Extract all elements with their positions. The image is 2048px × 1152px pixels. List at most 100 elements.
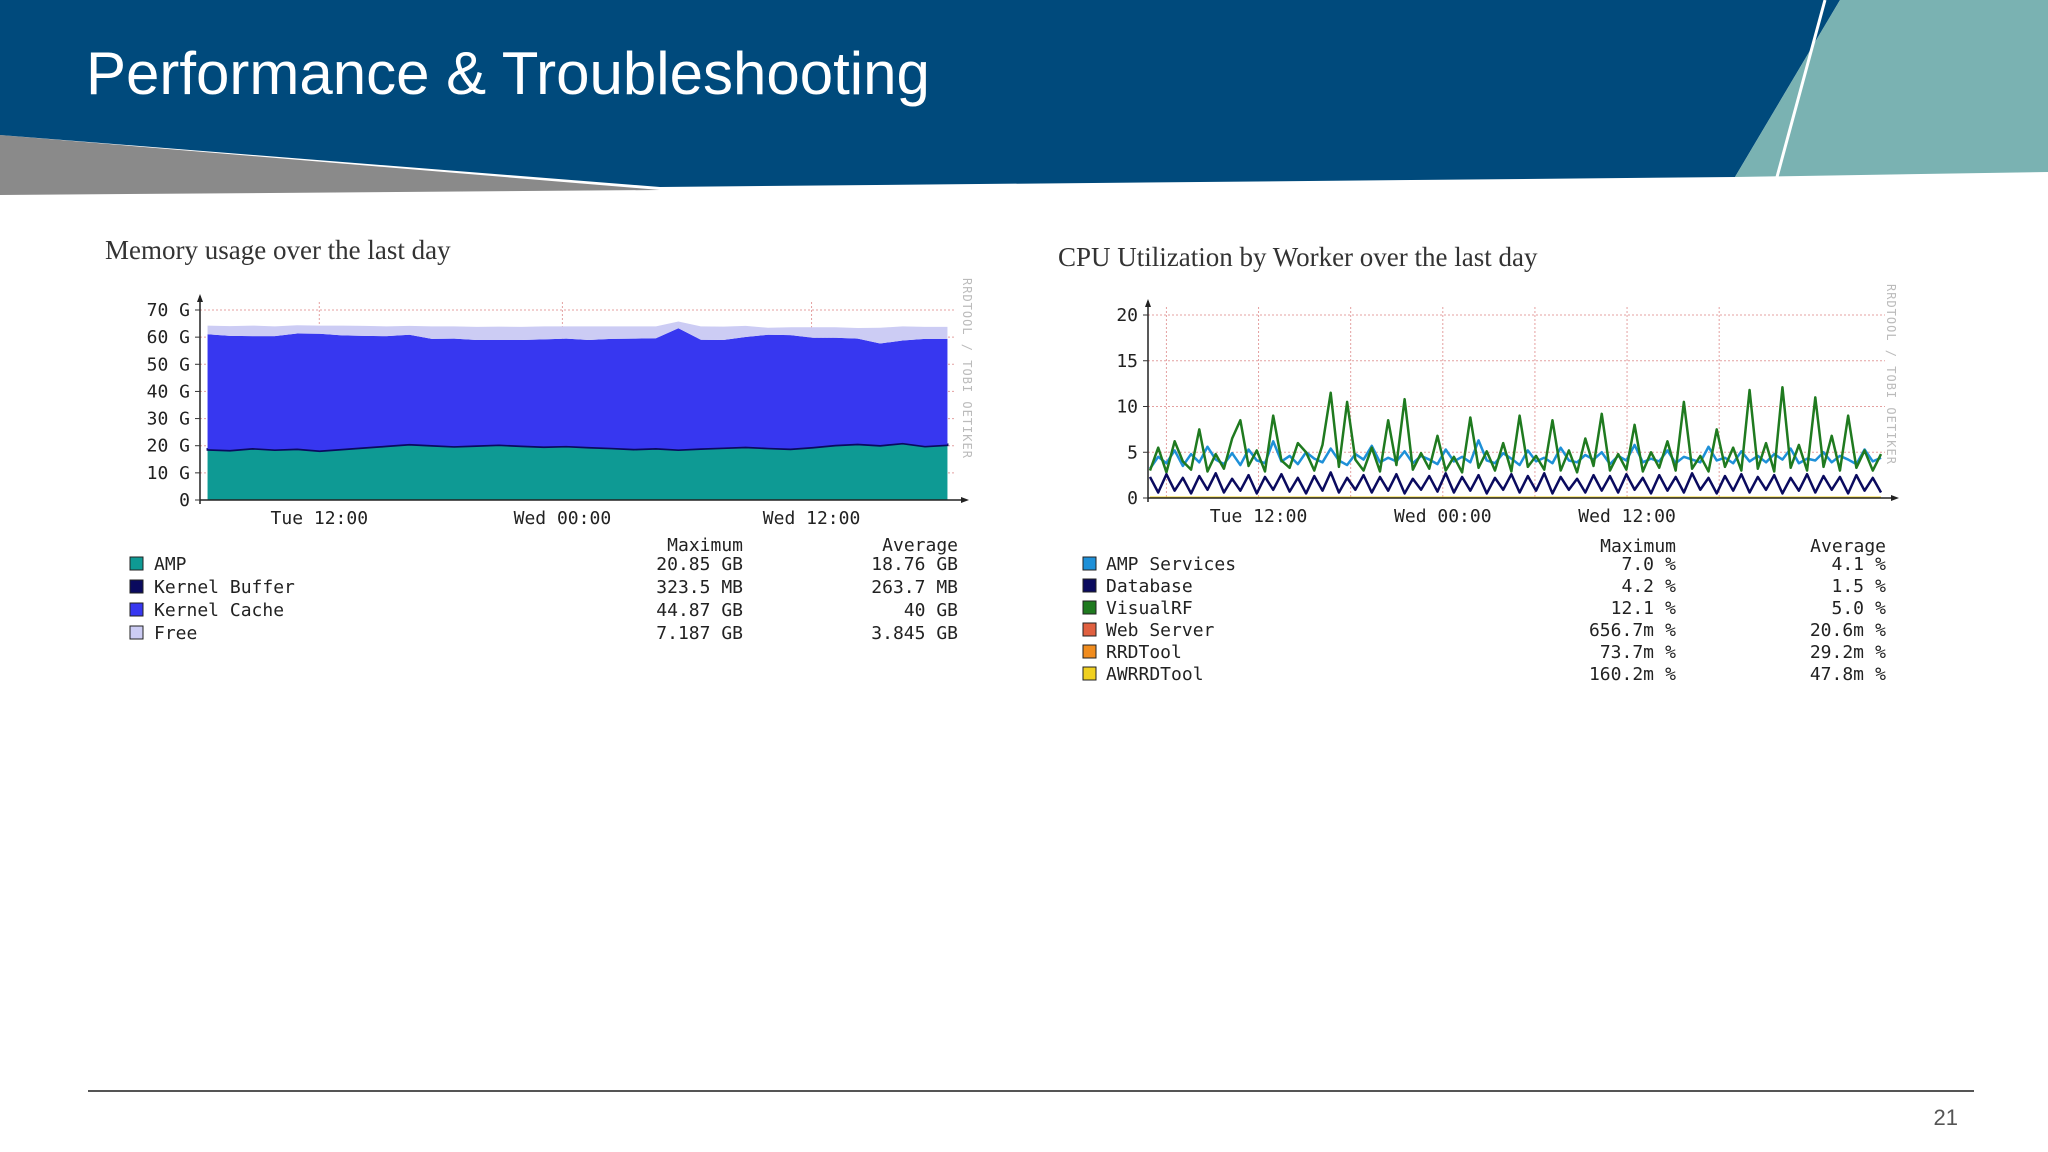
cpu-y-tick-label: 20 xyxy=(1116,305,1138,326)
mem-legend-name: AMP xyxy=(154,554,187,575)
cpu-legend-maximum: 12.1 xyxy=(1611,598,1654,619)
mem-y-tick-label: 70 G xyxy=(147,300,190,321)
cpu-legend-maximum: 4.2 xyxy=(1621,576,1654,597)
cpu-line-visualrf xyxy=(1148,386,1883,474)
memory-x-ticks: Tue 12:00 Wed 00:00 Wed 12:00 xyxy=(271,508,861,529)
mem-y-tick-label: 60 G xyxy=(147,327,190,348)
memory-watermark: RRDTOOL / TOBI OETIKER xyxy=(960,278,974,459)
cpu-legend-name: Database xyxy=(1106,576,1193,597)
mem-legend-average: 3.845 GB xyxy=(871,623,958,644)
cpu-x-ticks: Tue 12:00 Wed 00:00 Wed 12:00 xyxy=(1210,506,1676,527)
cpu-x-tick-label: Tue 12:00 xyxy=(1210,506,1308,527)
cpu-plot-area xyxy=(1148,307,1885,498)
mem-legend-name: Kernel Cache xyxy=(154,600,284,621)
cpu-x-axis-arrow xyxy=(1891,495,1899,501)
cpu-legend-maximum: 73.7m xyxy=(1600,642,1654,663)
cpu-legend-unit: % xyxy=(1665,642,1676,663)
mem-legend-name: Free xyxy=(154,623,197,644)
cpu-plot-background xyxy=(1148,307,1885,498)
mem-x-tick-label: Wed 00:00 xyxy=(514,508,612,529)
cpu-legend-swatch xyxy=(1082,600,1097,615)
memory-area-kernel-buffer xyxy=(206,441,949,453)
cpu-legend-unit: % xyxy=(1665,554,1676,575)
cpu-legend-name: Web Server xyxy=(1106,620,1215,641)
header-navy-band xyxy=(0,0,1840,187)
memory-area-amp xyxy=(207,443,948,500)
mem-y-tick-label: 0 xyxy=(179,490,190,511)
cpu-legend-name: RRDTool xyxy=(1106,642,1182,663)
mem-legend-swatch xyxy=(129,579,144,594)
memory-legend: Maximum Average AMP 20.85 GB 18.76 GB Kernel … xyxy=(129,535,958,644)
header-teal-shape xyxy=(1735,0,2048,177)
page-number: 21 xyxy=(1933,1105,1958,1130)
cpu-legend-average: 20.6m xyxy=(1810,620,1864,641)
mem-legend-swatch xyxy=(129,625,144,640)
cpu-legend-average: 47.8m xyxy=(1810,664,1864,685)
cpu-legend-unit: % xyxy=(1875,576,1886,597)
cpu-y-axis-arrow xyxy=(1145,299,1151,307)
memory-chart: 0 10 G 20 G 30 G 40 G 50 G 60 G 70 G Tue 12:00 W… xyxy=(129,278,974,644)
cpu-legend-swatch xyxy=(1082,666,1097,681)
footer-rule xyxy=(88,1090,1974,1092)
cpu-legend-unit: % xyxy=(1665,598,1676,619)
cpu-y-tick-label: 5 xyxy=(1127,442,1138,463)
mem-legend-maximum: 323.5 MB xyxy=(656,577,743,598)
cpu-legend-maximum: 160.2m xyxy=(1589,664,1654,685)
cpu-legend-unit: % xyxy=(1875,620,1886,641)
mem-x-axis-arrow xyxy=(961,497,969,503)
cpu-legend-name: VisualRF xyxy=(1106,598,1193,619)
header-white-stroke xyxy=(1775,0,1827,178)
cpu-legend-unit: % xyxy=(1875,664,1886,685)
cpu-chart-title: CPU Utilization by Worker over the last … xyxy=(1058,242,1538,272)
cpu-y-ticks: 0 5 10 15 20 xyxy=(1116,305,1148,509)
cpu-legend-average: 4.1 xyxy=(1831,554,1864,575)
cpu-legend-name: AWRRDTool xyxy=(1106,664,1204,685)
mem-y-axis-arrow xyxy=(197,294,203,302)
mem-y-tick-label: 50 G xyxy=(147,354,190,375)
cpu-legend-name: AMP Services xyxy=(1106,554,1236,575)
cpu-legend-unit: % xyxy=(1665,576,1676,597)
cpu-legend-swatch xyxy=(1082,622,1097,637)
cpu-x-tick-label: Wed 12:00 xyxy=(1578,506,1676,527)
mem-legend-maximum: 44.87 GB xyxy=(656,600,743,621)
cpu-legend-swatch xyxy=(1082,578,1097,593)
cpu-line-database xyxy=(1148,471,1883,495)
mem-legend-header-maximum: Maximum xyxy=(667,535,743,556)
cpu-axes xyxy=(1145,299,1899,502)
cpu-legend-maximum: 656.7m xyxy=(1589,620,1654,641)
mem-x-tick-label: Wed 12:00 xyxy=(763,508,861,529)
cpu-gridlines xyxy=(1148,307,1885,498)
cpu-legend-unit: % xyxy=(1665,664,1676,685)
memory-chart-title: Memory usage over the last day xyxy=(105,235,451,265)
cpu-legend-unit: % xyxy=(1665,620,1676,641)
mem-legend-swatch xyxy=(129,556,144,571)
memory-area-free xyxy=(207,321,948,344)
cpu-legend-unit: % xyxy=(1875,642,1886,663)
memory-area-kernel-cache xyxy=(207,328,948,451)
cpu-legend-average: 29.2m xyxy=(1810,642,1864,663)
memory-axes xyxy=(197,294,969,504)
mem-legend-header-average: Average xyxy=(882,535,958,556)
mem-x-tick-label: Tue 12:00 xyxy=(271,508,369,529)
cpu-y-tick-label: 10 xyxy=(1116,397,1138,418)
mem-legend-average: 263.7 MB xyxy=(871,577,958,598)
cpu-y-tick-label: 15 xyxy=(1116,351,1138,372)
mem-y-tick-label: 20 G xyxy=(147,436,190,457)
cpu-line-amp-services xyxy=(1148,439,1882,470)
mem-legend-maximum: 20.85 GB xyxy=(656,554,743,575)
cpu-x-tick-label: Wed 00:00 xyxy=(1394,506,1492,527)
mem-legend-average: 18.76 GB xyxy=(871,554,958,575)
cpu-legend-maximum: 7.0 xyxy=(1621,554,1654,575)
mem-y-tick-label: 30 G xyxy=(147,409,190,430)
cpu-y-tick-label: 0 xyxy=(1127,488,1138,509)
cpu-legend-unit: % xyxy=(1875,554,1886,575)
mem-legend-maximum: 7.187 GB xyxy=(656,623,743,644)
cpu-chart: 0 5 10 15 20 Tue 12:00 Wed 00:00 Wed 12:00 Max… xyxy=(1082,284,1899,685)
cpu-legend-header-maximum: Maximum xyxy=(1600,536,1676,557)
mem-y-tick-label: 40 G xyxy=(147,381,190,402)
cpu-legend-average: 5.0 xyxy=(1831,598,1864,619)
header-banner xyxy=(0,0,2048,195)
header-gray-band xyxy=(0,135,660,195)
cpu-legend-unit: % xyxy=(1875,598,1886,619)
slide-title: Performance & Troubleshooting xyxy=(86,40,930,107)
